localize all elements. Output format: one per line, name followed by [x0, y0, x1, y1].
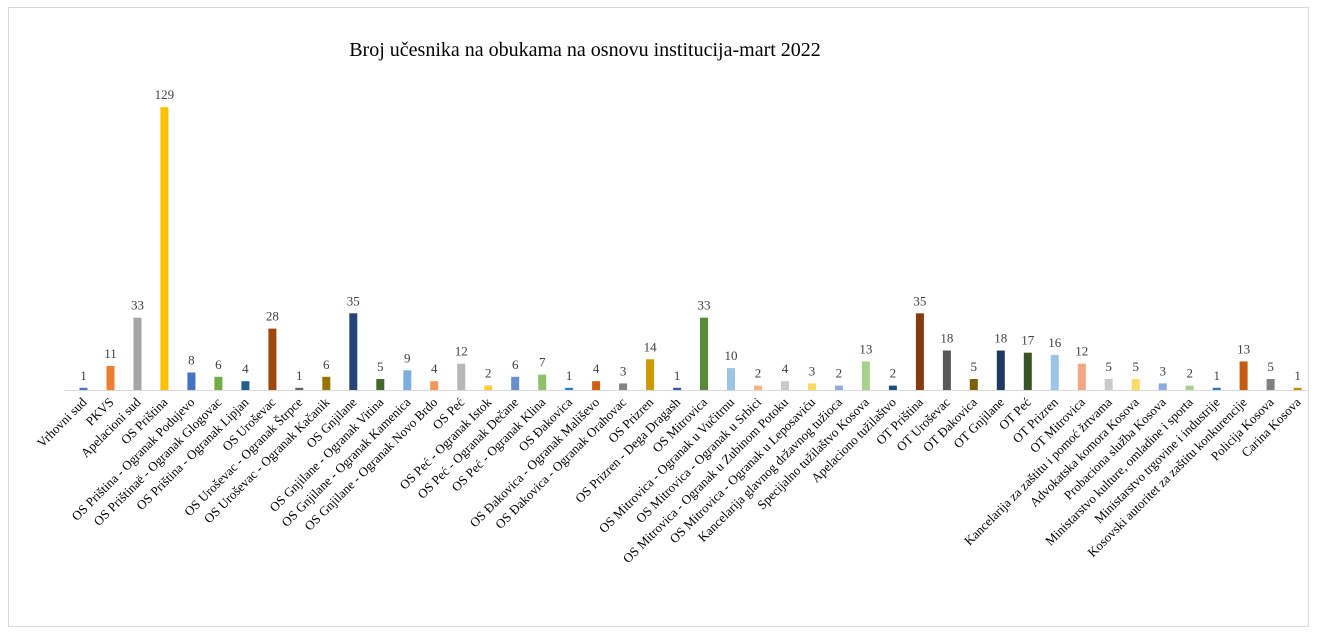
data-label: 2	[485, 366, 492, 381]
data-label: 1	[1213, 368, 1220, 383]
bar	[106, 365, 115, 390]
data-label: 1	[296, 368, 303, 383]
data-label: 18	[994, 331, 1007, 346]
data-label: 3	[620, 363, 627, 378]
data-label: 1	[674, 368, 681, 383]
bar	[781, 381, 789, 390]
data-label: 8	[188, 353, 195, 368]
bar	[160, 107, 169, 390]
data-label: 6	[323, 357, 330, 372]
chart-title: Broj učesnika na obukama na osnovu insti…	[349, 39, 821, 61]
data-label: 33	[698, 298, 711, 313]
data-label: 6	[512, 357, 519, 372]
data-label: 35	[347, 293, 360, 308]
bar	[1023, 352, 1032, 390]
data-label: 6	[215, 357, 222, 372]
data-label: 35	[913, 293, 926, 308]
data-label: 5	[377, 359, 384, 374]
data-label: 3	[1159, 363, 1166, 378]
bar	[942, 350, 951, 390]
bar	[888, 385, 897, 390]
data-label: 2	[890, 366, 897, 381]
bar	[727, 368, 735, 390]
bar	[214, 376, 223, 390]
bar	[430, 381, 439, 390]
bar	[322, 376, 331, 390]
data-label: 18	[940, 331, 953, 346]
data-label: 12	[1075, 344, 1088, 359]
bar	[484, 385, 493, 390]
bar	[511, 376, 520, 390]
bar	[969, 379, 978, 390]
data-label: 7	[539, 355, 546, 370]
data-label: 3	[809, 363, 816, 378]
bar	[1293, 387, 1302, 390]
data-label: 1	[566, 368, 573, 383]
bar	[808, 383, 816, 390]
data-label: 1	[80, 368, 87, 383]
chart-area: Broj učesnika na obukama na osnovu insti…	[8, 7, 1309, 627]
category-label: Vrhovni sud	[34, 394, 90, 450]
bar	[861, 361, 870, 390]
bar	[1077, 363, 1086, 390]
bar	[700, 317, 708, 390]
bar	[1050, 354, 1059, 390]
bar	[1266, 379, 1275, 390]
data-label: 12	[455, 344, 468, 359]
bar	[1185, 385, 1194, 390]
data-label: 16	[1048, 335, 1062, 350]
bar	[295, 387, 304, 390]
data-label: 4	[593, 361, 600, 376]
data-label: 17	[1021, 333, 1035, 348]
bar	[673, 387, 682, 390]
data-label: 9	[404, 350, 411, 365]
bar	[376, 379, 385, 390]
data-label: 10	[725, 348, 738, 363]
data-label: 5	[1105, 359, 1112, 374]
bar-chart: Broj učesnika na obukama na osnovu insti…	[34, 39, 1309, 566]
data-label: 13	[859, 342, 872, 357]
bar	[996, 350, 1005, 390]
data-label: 2	[1186, 366, 1193, 381]
bar	[457, 363, 466, 390]
bar	[565, 387, 574, 390]
bar	[268, 328, 277, 390]
data-label: 4	[431, 361, 438, 376]
data-label: 5	[971, 359, 978, 374]
bar	[349, 313, 358, 390]
data-label: 4	[782, 361, 789, 376]
bar	[133, 317, 142, 390]
data-label: 33	[131, 298, 144, 313]
data-label: 5	[1267, 359, 1274, 374]
bar	[187, 372, 196, 390]
bar	[834, 385, 843, 390]
bar	[1212, 387, 1221, 390]
bar	[1239, 361, 1248, 390]
data-label: 5	[1132, 359, 1139, 374]
bar	[538, 374, 547, 390]
data-label: 2	[836, 366, 843, 381]
bar	[1158, 383, 1167, 390]
bar	[619, 383, 628, 390]
bar	[754, 385, 762, 390]
bar	[79, 387, 88, 390]
bar	[592, 381, 601, 390]
bar	[1131, 379, 1140, 390]
data-label: 1	[1294, 368, 1301, 383]
bar	[915, 313, 924, 390]
bars-layer	[79, 107, 1302, 390]
data-label: 2	[755, 366, 762, 381]
data-label: 4	[242, 361, 249, 376]
data-label: 14	[644, 339, 658, 354]
bar	[646, 359, 655, 390]
data-label: 28	[266, 309, 279, 324]
bar	[241, 381, 250, 390]
data-label: 13	[1237, 342, 1250, 357]
data-label: 11	[104, 346, 117, 361]
data-label: 129	[155, 87, 175, 102]
bar	[403, 370, 412, 390]
bar	[1104, 379, 1113, 390]
